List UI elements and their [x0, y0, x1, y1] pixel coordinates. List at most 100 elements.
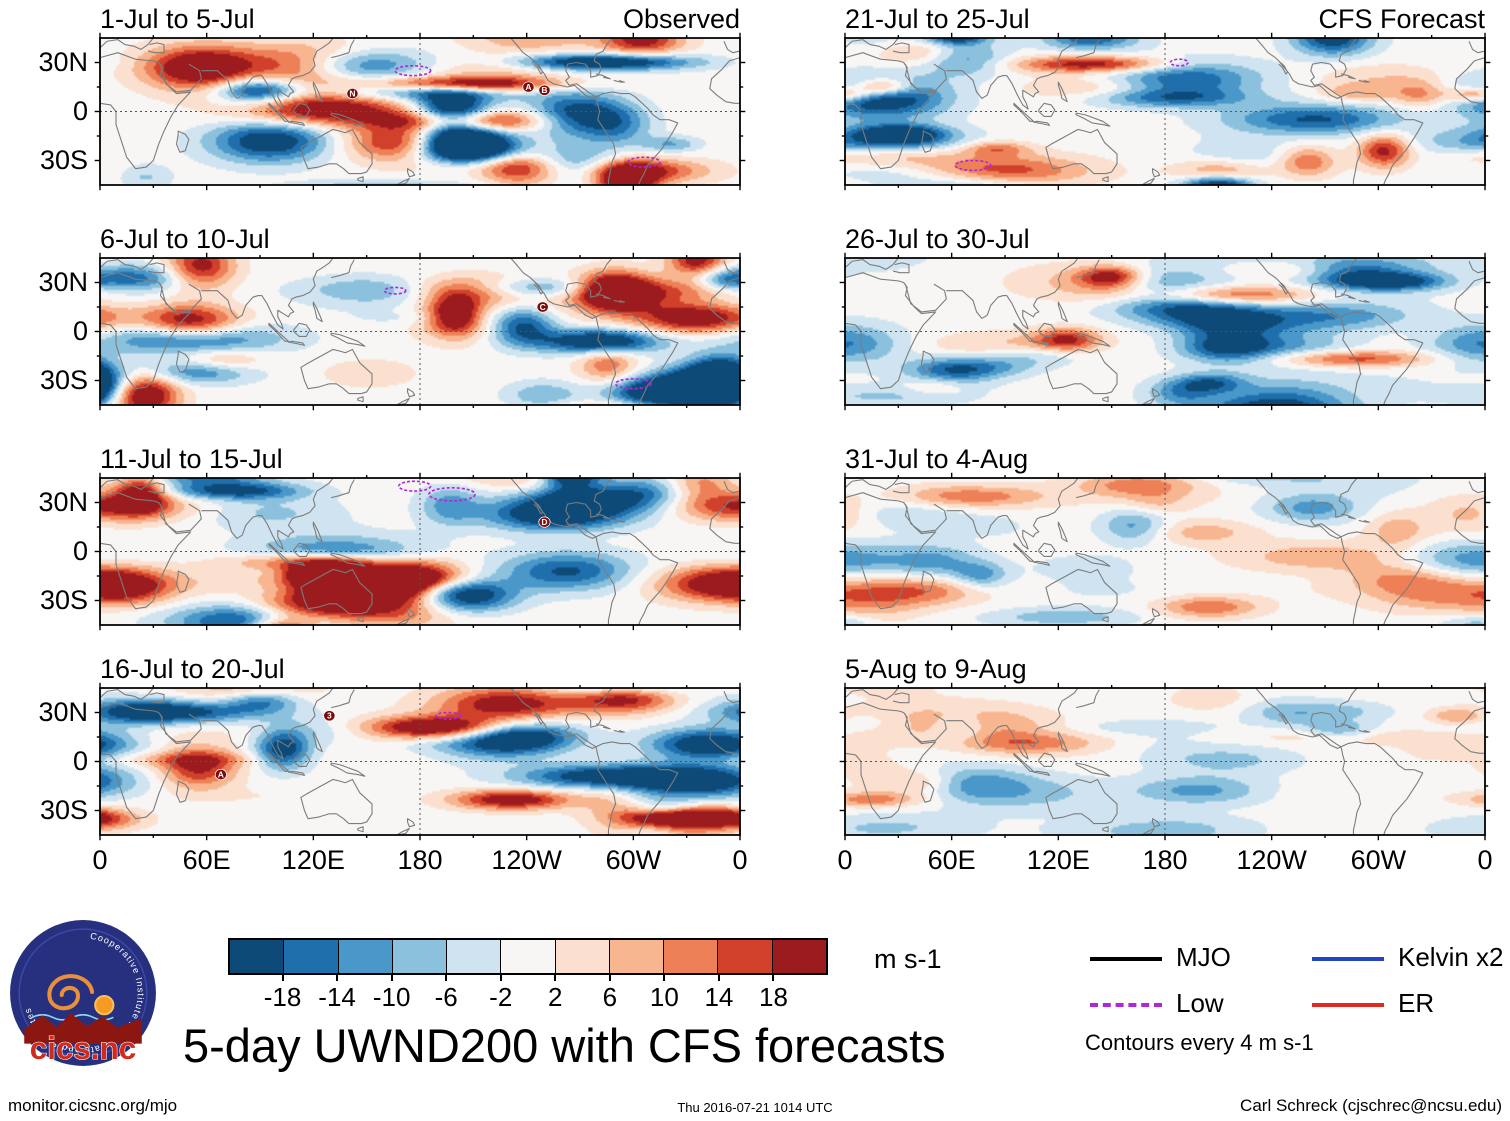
logo-swirl [47, 974, 95, 1011]
colorbar-tick-label: 14 [704, 982, 734, 1012]
low-contour [955, 161, 991, 171]
colorbar-segment [446, 940, 501, 973]
colorbar-units: m s-1 [874, 944, 942, 974]
map-panel: 5-Aug to 9-Aug [845, 654, 1485, 835]
logo-mountains [24, 1013, 142, 1044]
colorbar-tick [772, 975, 775, 981]
low-contour [384, 287, 405, 294]
colorbar [228, 938, 828, 975]
colorbar-tick-label: -6 [434, 982, 458, 1012]
panel-title: 5-Aug to 9-Aug [845, 654, 1027, 684]
colorbar-tick [281, 975, 284, 981]
map-panel: 16-Jul to 20-Jul 3 A [100, 654, 740, 835]
cics-logo: Cooperative Institute for Climate and Sa… [10, 920, 156, 1066]
logo-name: cics.nc [30, 1031, 136, 1066]
colorbar-tick-label: -10 [372, 982, 411, 1012]
storm-marker: 3 [323, 710, 336, 722]
storm-marker: C [536, 301, 549, 313]
storm-marker: D [538, 516, 551, 528]
panel-title: 1-Jul to 5-Jul [100, 4, 255, 34]
svg-text:C: C [540, 303, 546, 312]
lat-axis-label: 30S [39, 144, 88, 175]
map-panel: 31-Jul to 4-Aug [845, 444, 1485, 625]
lon-axis-label: 120E [1026, 845, 1090, 875]
panel-title: 16-Jul to 20-Jul [100, 654, 285, 684]
figure-title: 5-day UWND200 with CFS forecasts [183, 1019, 946, 1072]
low-contour [616, 379, 652, 389]
svg-text:3: 3 [327, 712, 332, 721]
colorbar-tick [445, 975, 448, 981]
colorbar-tick-label: 6 [602, 982, 618, 1012]
lon-axis-label: 120W [491, 845, 562, 875]
lat-axis-label: 30N [38, 266, 88, 297]
lon-axis-label: 120W [1236, 845, 1307, 875]
map-overlay-svg: C [100, 258, 740, 405]
low-contour [436, 713, 461, 720]
colorbar-tick-label: 2 [548, 982, 563, 1012]
svg-text:B: B [541, 86, 547, 95]
panel-corner-label: Observed [622, 4, 740, 34]
panel-title: 31-Jul to 4-Aug [845, 444, 1029, 474]
lat-axis-label: 30S [39, 584, 88, 615]
lat-axis-label: 30N [38, 696, 88, 727]
colorbar-tick [608, 975, 611, 981]
colorbar-tick [390, 975, 393, 981]
map-panel: 21-Jul to 25-Jul CFS Forecast [845, 4, 1485, 185]
map-overlay-svg: 3A [100, 688, 740, 835]
storm-marker: B [538, 84, 551, 96]
colorbar-segment [230, 940, 284, 973]
low-contour [395, 66, 431, 76]
lon-axis-label: 0 [837, 845, 853, 875]
storm-marker: A [522, 81, 535, 93]
storm-marker: N [346, 87, 359, 100]
lon-axis-label: 180 [397, 845, 443, 875]
footer-author: Carl Schreck (cjschrec@ncsu.edu) [1240, 1096, 1502, 1115]
colorbar-segment [337, 940, 392, 973]
lon-axis-label: 60E [927, 845, 976, 875]
panel-corner-label: CFS Forecast [1318, 4, 1485, 34]
low-contour [1170, 59, 1188, 66]
legend-item-label: Low [1176, 988, 1224, 1018]
low-contour [429, 488, 475, 501]
map-panel: 11-Jul to 15-Jul D [100, 444, 740, 625]
colorbar-tick [717, 975, 720, 981]
svg-text:N: N [349, 90, 355, 99]
lat-axis-label: 30S [39, 794, 88, 825]
lat-axis-label: 0 [72, 315, 88, 346]
colorbar-tick-label: 10 [649, 982, 679, 1012]
legend-line-sample [1312, 1003, 1384, 1007]
logo-sun [94, 995, 115, 1016]
colorbar-segment [771, 940, 826, 973]
lon-axis-label: 120E [281, 845, 345, 875]
legend-item-label: Kelvin x2 [1398, 942, 1504, 972]
colorbar-segment [500, 940, 555, 973]
colorbar-tick-label: 18 [758, 982, 788, 1012]
lat-axis-label: 0 [72, 535, 88, 566]
map-overlay-svg: D [100, 478, 740, 625]
legend-line-sample [1090, 957, 1162, 961]
lon-axis-label: 180 [1142, 845, 1188, 875]
low-contour [399, 481, 431, 491]
lon-axis-label: 60W [1350, 845, 1407, 875]
footer-timestamp: Thu 2016-07-21 1014 UTC [677, 1100, 833, 1115]
colorbar-segment [608, 940, 664, 973]
lon-axis-label: 0 [92, 845, 108, 875]
svg-text:D: D [541, 518, 547, 527]
colorbar-tick-label: -18 [263, 982, 302, 1012]
legend-line-sample [1312, 957, 1384, 961]
map-panel: 6-Jul to 10-Jul C [100, 224, 740, 405]
colorbar-segment [663, 940, 718, 973]
lon-axis-label: 60E [182, 845, 231, 875]
legend-item-label: MJO [1176, 942, 1231, 972]
colorbar-tick [336, 975, 339, 981]
colorbar-segment [391, 940, 447, 973]
map-overlay-svg [845, 478, 1485, 625]
map-panel: 26-Jul to 30-Jul [845, 224, 1485, 405]
map-overlay-svg: N A B [100, 38, 740, 185]
legend-note: Contours every 4 m s-1 [1085, 1030, 1314, 1055]
svg-text:A: A [218, 771, 224, 780]
lat-axis-label: 30S [39, 364, 88, 395]
lat-axis-label: 30N [38, 486, 88, 517]
storm-marker: A [214, 769, 227, 781]
